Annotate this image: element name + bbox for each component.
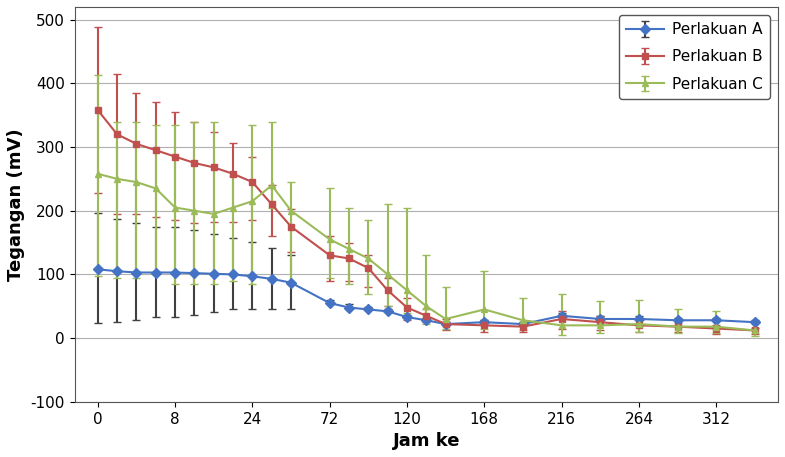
Legend: Perlakuan A, Perlakuan B, Perlakuan C: Perlakuan A, Perlakuan B, Perlakuan C [619, 15, 770, 99]
Y-axis label: Tegangan (mV): Tegangan (mV) [7, 128, 25, 281]
X-axis label: Jam ke: Jam ke [392, 432, 460, 450]
